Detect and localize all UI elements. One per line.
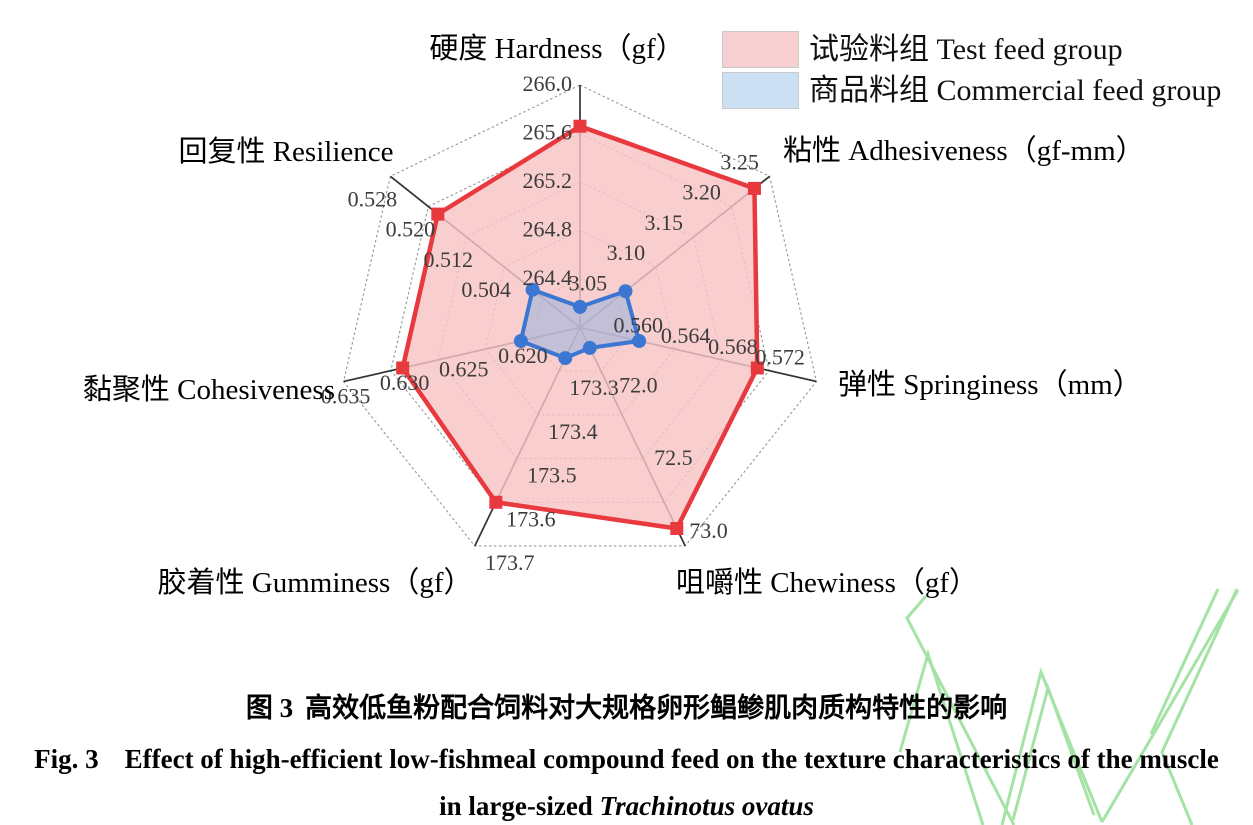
chart-legend: 试验料组 Test feed group 商品料组 Commercial fee…: [722, 31, 1221, 113]
legend-item-test-feed-group: 试验料组 Test feed group: [722, 31, 1221, 68]
axis-tick-label: 3.15: [645, 210, 684, 235]
data-point-circle: [582, 340, 597, 355]
data-point-circle: [525, 282, 540, 297]
data-point-square: [573, 119, 587, 133]
axis-tick-label: 3.25: [720, 149, 759, 174]
series-polygon-commercial-feed: [518, 287, 642, 361]
axis-tick-label: 72.0: [619, 372, 658, 397]
axis-tick-label: 3.20: [682, 180, 721, 205]
data-point-square: [750, 361, 764, 375]
legend-item-commercial-feed-group: 商品料组 Commercial feed group: [722, 72, 1221, 109]
axis-tick-label: 0.620: [498, 343, 548, 368]
axis-tick-label: 3.10: [607, 240, 646, 265]
axis-tick-label: 0.568: [708, 334, 758, 359]
axis-tick-label: 266.0: [523, 71, 573, 96]
axis-tick-label: 173.4: [548, 419, 598, 444]
axis-tick-label: 264.4: [523, 265, 573, 290]
axis-tick-label: 0.504: [461, 277, 511, 302]
data-point-circle: [573, 299, 587, 314]
axis-title: 弹性 Springiness（mm）: [838, 368, 1142, 401]
axis-tick-label: 3.05: [569, 270, 608, 295]
axis-tick-label: 173.5: [527, 463, 577, 488]
axis-title: 胶着性 Gumminess（gf）: [158, 566, 473, 599]
legend-swatch-test-feed: [722, 31, 799, 68]
axis-tick-label: 0.560: [614, 312, 664, 337]
data-point-square: [431, 207, 445, 221]
axis-tick-label: 0.520: [386, 217, 436, 242]
axis-tick-label: 0.630: [380, 370, 430, 395]
data-point-circle: [513, 333, 528, 348]
axis-tick-label: 0.512: [423, 247, 473, 272]
axis-title: 硬度 Hardness（gf）: [429, 32, 684, 65]
axis-tick-label: 265.6: [523, 120, 573, 145]
axis-tick-label: 0.635: [321, 383, 371, 408]
axis-tick-label: 72.5: [654, 445, 693, 470]
data-point-circle: [618, 284, 633, 299]
axis-tick-label: 265.2: [523, 168, 573, 193]
data-point-square: [396, 361, 410, 375]
axis-tick-label: 0.625: [439, 356, 489, 381]
grid-ring: [342, 84, 818, 547]
axis-tick-label: 73.0: [689, 518, 728, 543]
axis-title: 回复性 Resilience: [178, 135, 393, 168]
axis-tick-label: 173.3: [569, 375, 619, 400]
data-point-circle: [558, 351, 573, 366]
axis-tick-label: 0.572: [755, 345, 805, 370]
axis-tick-label: 173.6: [506, 506, 556, 531]
data-point-circle: [632, 333, 647, 348]
axis-tick-label: 264.8: [523, 217, 573, 242]
watermark-lines: [898, 588, 1240, 825]
axis-tick-label: 173.7: [485, 550, 535, 575]
axis-tick-label: 0.528: [348, 186, 398, 211]
data-point-square: [747, 181, 761, 195]
axis-title: 咀嚼性 Chewiness（gf）: [676, 566, 978, 599]
legend-swatch-commercial-feed: [722, 72, 799, 109]
legend-label: 商品料组 Commercial feed group: [809, 73, 1222, 107]
legend-label: 试验料组 Test feed group: [809, 32, 1123, 66]
axis-title: 粘性 Adhesiveness（gf-mm）: [783, 134, 1145, 167]
data-point-square: [489, 495, 503, 509]
radar-chart: 264.4 264.8 265.2 265.6 266.0 3.05 3.10 3.15 3.2…: [83, 32, 1145, 599]
axis-title: 黏聚性 Cohesiveness: [83, 373, 335, 406]
data-point-square: [670, 522, 684, 536]
axis-tick-label: 0.564: [661, 323, 711, 348]
